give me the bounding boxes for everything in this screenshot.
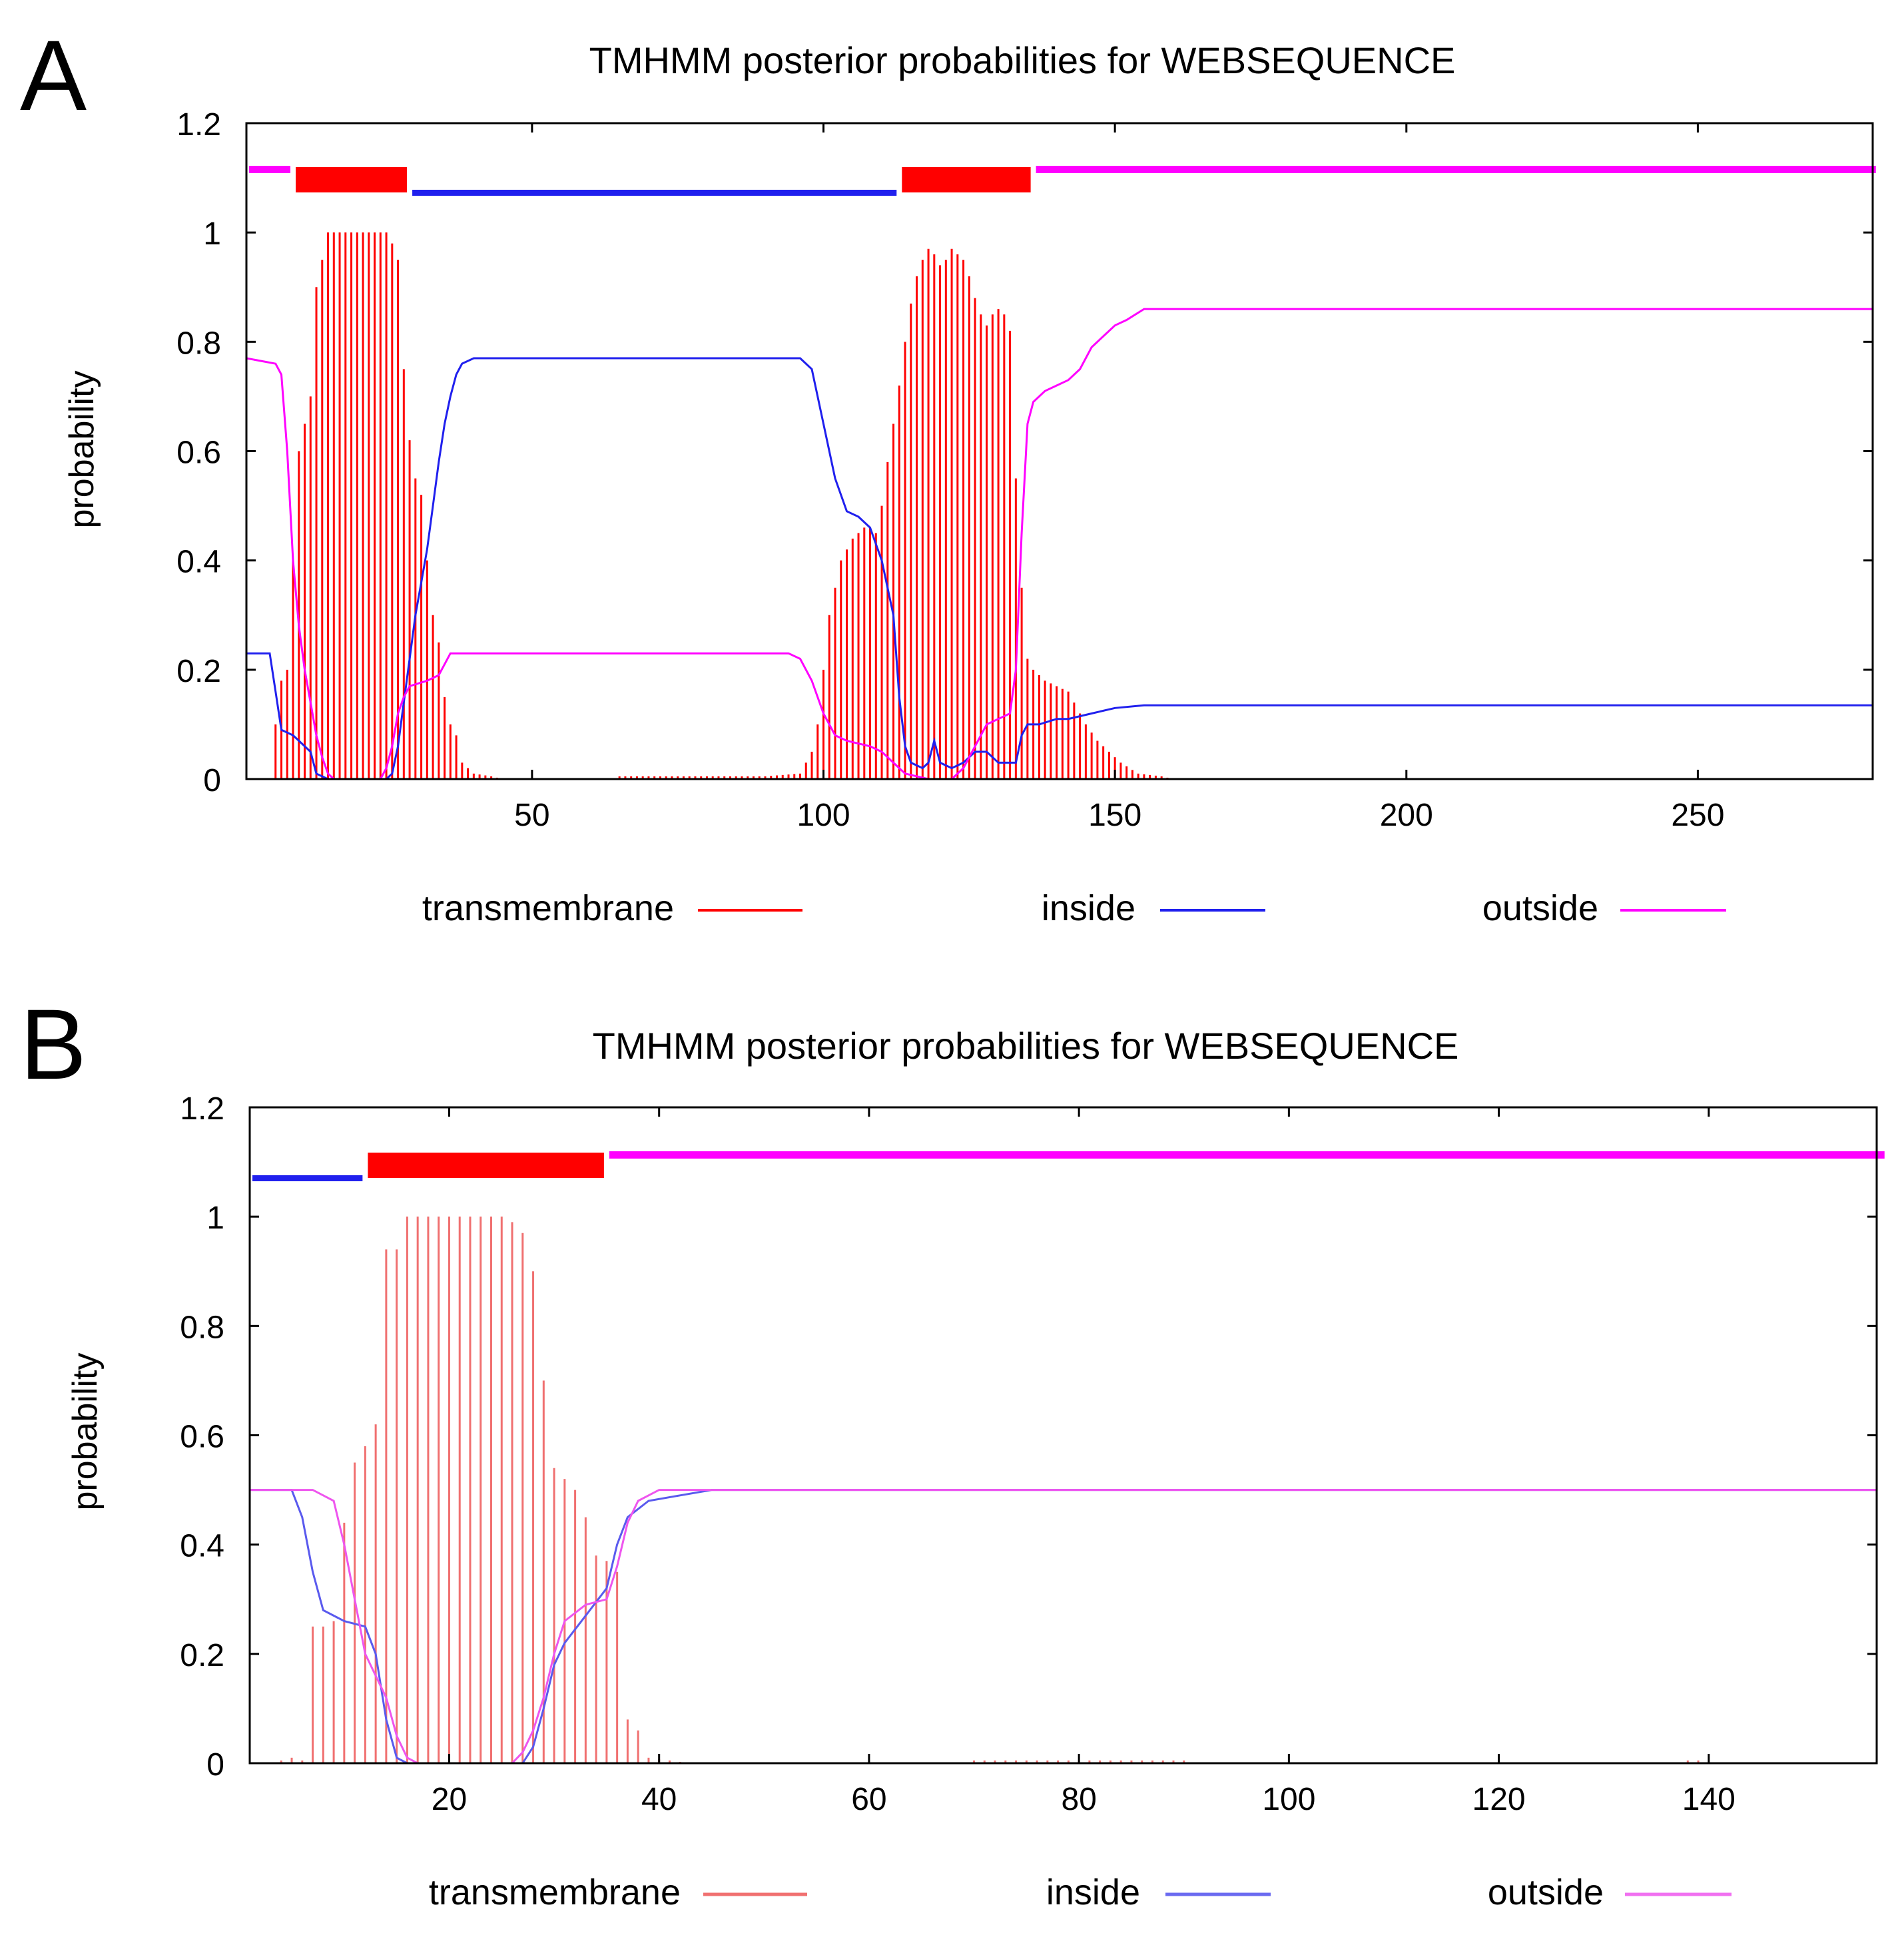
inside-series-line [246,357,1873,780]
y-tick-label: 0.4 [176,545,221,580]
y-tick-label: 0 [206,1747,224,1783]
plot-frame [248,1106,1878,1765]
y-tick-label: 1.2 [176,107,221,142]
y-axis-label: probability [63,370,101,528]
topology-outside-segment [249,166,291,173]
x-tick-label: 80 [1061,1782,1096,1817]
topology-transmembrane-segment [902,167,1031,192]
chart-title: TMHMM posterior probabilities for WEBSEQ… [593,1025,1459,1067]
y-tick-label: 0.6 [176,435,221,471]
plot-frame [245,122,1874,780]
topology-inside-segment [412,190,897,196]
y-tick-label: 0.4 [180,1529,224,1564]
x-tick-label: 140 [1682,1782,1736,1817]
topology-inside-segment [252,1175,363,1181]
topology-transmembrane-segment [296,167,408,192]
topology-outside-segment [1036,166,1876,173]
y-tick-label: 1.2 [180,1091,224,1127]
topology-transmembrane-segment [368,1153,604,1178]
x-tick-label: 200 [1380,798,1433,833]
legend-label-transmembrane: transmembrane [429,1872,681,1912]
x-tick-label: 20 [432,1782,467,1817]
panel-b: B TMHMM posterior probabilities for WEBS… [20,988,1885,1912]
transmembrane-bars [280,1217,1700,1763]
y-tick-label: 0.2 [176,654,221,689]
x-tick-label: 50 [514,798,549,833]
axis-ticks [246,122,1873,780]
x-tick-label: 100 [796,798,850,833]
topology-outside-segment [609,1151,1885,1159]
x-tick-label: 120 [1472,1782,1526,1817]
x-tick-labels: 50 100 150 200 250 [514,798,1724,833]
axis-ticks [250,1106,1877,1765]
y-tick-labels: 0 0.2 0.4 0.6 0.8 1 1.2 [180,1091,224,1783]
legend-label-outside: outside [1488,1872,1604,1912]
legend-label-inside: inside [1042,888,1135,928]
y-tick-label: 0.8 [180,1310,224,1345]
x-tick-label: 150 [1088,798,1141,833]
y-tick-label: 0.6 [180,1420,224,1455]
y-axis-label: probability [66,1352,105,1510]
outside-series-line [250,1489,1877,1765]
legend-label-inside: inside [1046,1872,1140,1912]
legend-label-transmembrane: transmembrane [422,888,674,928]
x-tick-label: 100 [1262,1782,1315,1817]
y-tick-label: 1 [206,1201,224,1236]
legend: transmembrane inside outside [429,1872,1732,1912]
x-tick-label: 40 [641,1782,677,1817]
y-tick-label: 1 [203,216,221,252]
y-tick-label: 0.2 [180,1638,224,1673]
chart-title: TMHMM posterior probabilities for WEBSEQ… [589,39,1456,81]
legend: transmembrane inside outside [422,888,1726,928]
x-tick-label: 60 [851,1782,886,1817]
panel-label-a: A [20,19,87,131]
y-tick-label: 0.8 [176,326,221,361]
legend-label-outside: outside [1482,888,1598,928]
transmembrane-bars [274,232,1169,779]
panel-a: A TMHMM posterior probabilities for WEBS… [20,19,1876,928]
inside-series-line [250,1489,1877,1765]
x-tick-labels: 20 40 60 80 100 120 140 [432,1782,1736,1817]
y-tick-label: 0 [203,763,221,798]
y-tick-labels: 0 0.2 0.4 0.6 0.8 1 1.2 [176,107,221,798]
topology-track [252,1151,1885,1181]
outside-series-line [246,308,1873,780]
panel-label-b: B [20,988,87,1100]
x-tick-label: 250 [1671,798,1724,833]
topology-track [249,166,1876,196]
